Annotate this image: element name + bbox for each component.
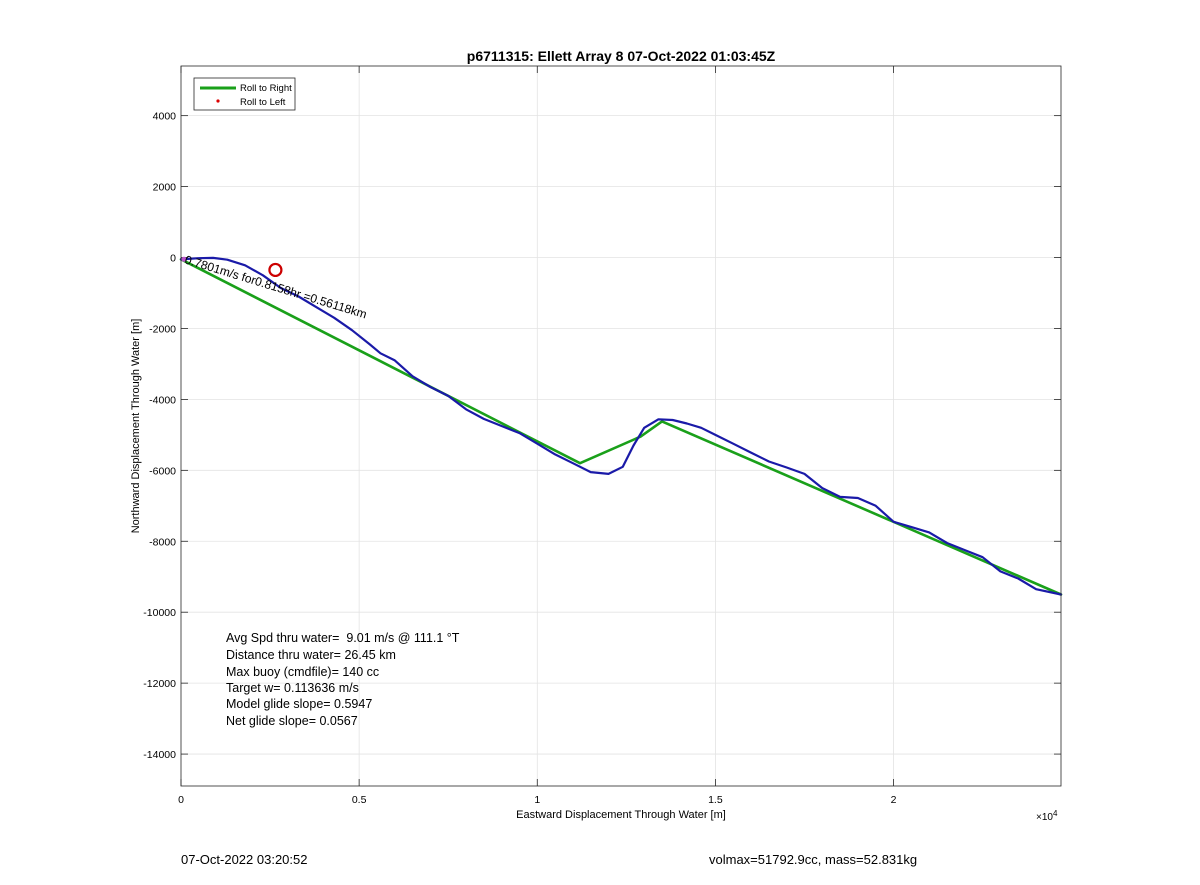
start-marker	[181, 256, 187, 262]
x-tick-label: 2	[891, 794, 897, 806]
x-tick-label: 1	[534, 794, 540, 806]
legend-label-roll-right: Roll to Right	[240, 83, 292, 94]
y-tick-label: 2000	[153, 182, 177, 194]
legend-box	[193, 77, 296, 111]
x-axis-exponent: ×104	[1036, 809, 1058, 823]
x-axis-label: Eastward Displacement Through Water [m]	[516, 809, 726, 821]
y-axis-label: Northward Displacement Through Water [m]	[130, 319, 142, 534]
x-tick-label: 0	[178, 794, 184, 806]
plot-frame	[180, 65, 1062, 787]
y-tick-label: -2000	[149, 323, 176, 335]
footer-timestamp: 07-Oct-2022 03:20:52	[181, 852, 308, 867]
x-axis-exponent-base: ×10	[1036, 812, 1053, 823]
grid	[181, 66, 1061, 786]
stat-max-buoy: Max buoy (cmdfile)= 140 cc	[226, 665, 379, 679]
y-tick-label: 0	[170, 253, 176, 265]
stat-target-w: Target w= 0.113636 m/s	[226, 681, 359, 695]
y-tick-label: -8000	[149, 536, 176, 548]
series-group	[179, 256, 1063, 596]
chart-title: p6711315: Ellett Array 8 07-Oct-2022 01:…	[467, 48, 776, 64]
y-tick-label: -10000	[143, 607, 176, 619]
markers	[181, 256, 283, 278]
stat-avg-speed: Avg Spd thru water= 9.01 m/s @ 111.1 °T	[226, 631, 460, 645]
series-track-line	[179, 256, 1063, 596]
legend-label-roll-left: Roll to Left	[240, 97, 286, 108]
marker-circle	[268, 262, 283, 278]
legend: Roll to Right Roll to Left	[193, 77, 296, 111]
axes: 0 0.5 1 1.5 2 4000 2000 0 -2000 -4000 -6000 -8000 -1…	[143, 66, 1061, 806]
legend-swatch-roll-left	[216, 99, 220, 103]
stat-distance: Distance thru water= 26.45 km	[226, 648, 396, 662]
stats-block: Avg Spd thru water= 9.01 m/s @ 111.1 °T …	[226, 631, 460, 728]
x-tick-label: 1.5	[708, 794, 723, 806]
y-tick-label: 4000	[153, 111, 177, 123]
y-tick-label: -14000	[143, 749, 176, 761]
y-tick-label: -4000	[149, 394, 176, 406]
plot-area	[181, 66, 1061, 786]
x-axis-exponent-power: 4	[1053, 809, 1058, 818]
x-tick-label: 0.5	[352, 794, 367, 806]
stat-model-glide-slope: Model glide slope= 0.5947	[226, 697, 372, 711]
stat-net-glide-slope: Net glide slope= 0.0567	[226, 714, 358, 728]
y-tick-label: -6000	[149, 465, 176, 477]
y-tick-label: -12000	[143, 678, 176, 690]
footer-summary: volmax=51792.9cc, mass=52.831kg	[709, 852, 918, 867]
